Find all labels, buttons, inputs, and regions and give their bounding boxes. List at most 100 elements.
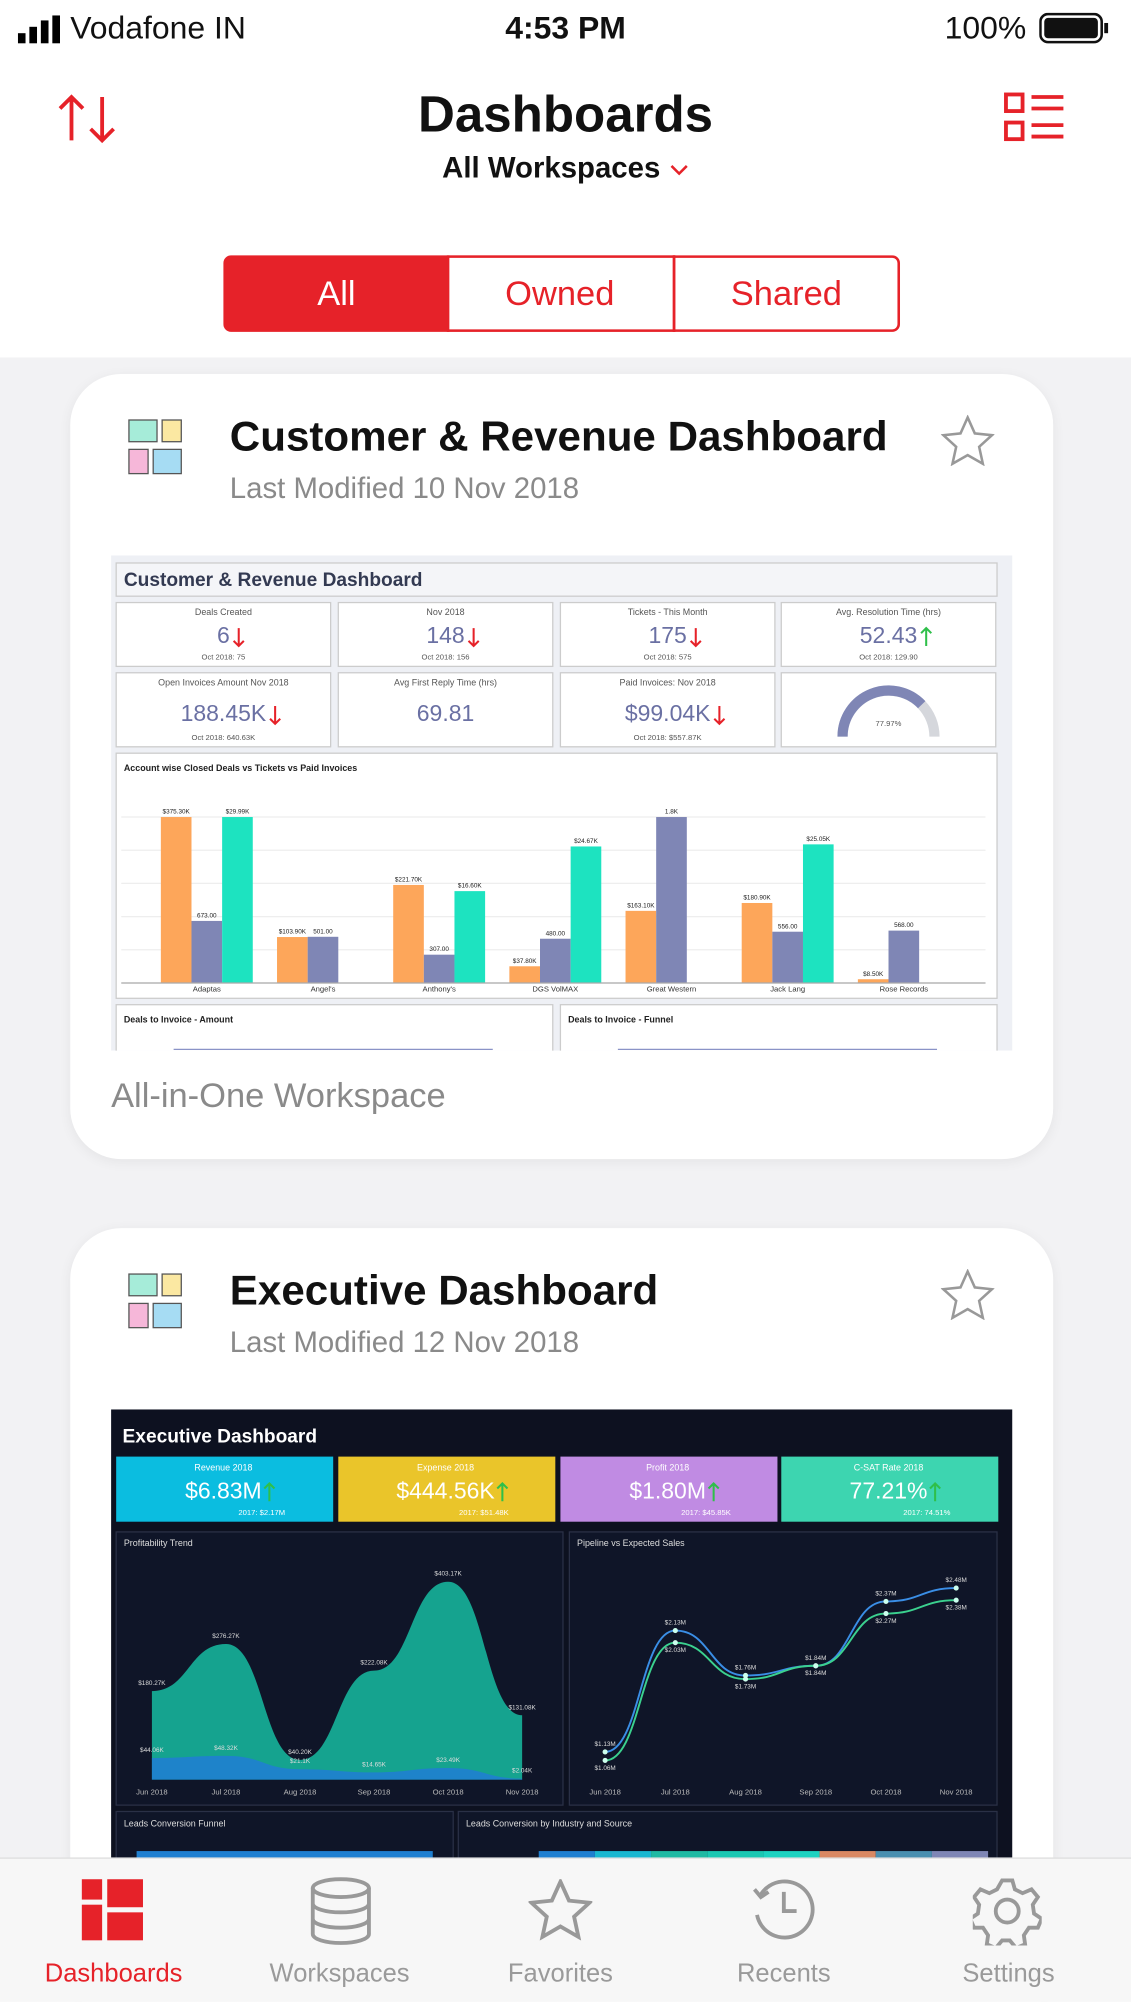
point [742, 1676, 749, 1682]
thumb-title: Customer & Revenue Dashboard [124, 570, 423, 591]
bar [277, 937, 308, 983]
bar-label: $24.67K [574, 838, 598, 845]
workspace-filter-text[interactable]: All Workspaces [442, 150, 661, 184]
bar [307, 936, 339, 983]
kpi-label: Revenue 2018 [194, 1462, 252, 1472]
tab-label[interactable]: Workspaces [269, 1959, 410, 1988]
trend-arrow [707, 1481, 720, 1502]
point-label: $1.76M [735, 1665, 756, 1672]
x-tick-label: Jun 2018 [589, 1787, 620, 1796]
point [742, 1672, 749, 1679]
kpi-compare: Oct 2018: 575 [644, 652, 692, 661]
bar [570, 846, 602, 983]
tab-label[interactable]: Dashboards [44, 1959, 183, 1988]
signal-icon [17, 15, 61, 44]
tab-label[interactable]: Settings [962, 1959, 1055, 1988]
page-title: Dashboards [417, 86, 714, 143]
tab-icon[interactable] [81, 1879, 146, 1941]
kpi-value: 69.81 [417, 700, 474, 726]
point-label: $2.13M [665, 1620, 686, 1627]
sort-button[interactable] [56, 92, 120, 146]
card-title: Executive Dashboard [229, 1266, 659, 1314]
header-bg [0, 0, 1131, 358]
kpi-value: 148 [426, 622, 464, 648]
kpi-card [560, 1456, 778, 1522]
chart-title: Leads Conversion Funnel [124, 1819, 226, 1829]
bar [509, 966, 541, 983]
bar [741, 902, 773, 983]
bar-label: $16.60K [458, 883, 482, 890]
point-label: $1.73M [735, 1683, 756, 1690]
point-label: $23.49K [436, 1757, 460, 1764]
card-modified: Last Modified 12 Nov 2018 [229, 1325, 580, 1359]
kpi-value: $444.56K [396, 1477, 495, 1503]
chart-title: Account wise Closed Deals vs Tickets vs … [124, 763, 357, 773]
point-label: $2.37M [875, 1590, 896, 1597]
tab-label[interactable]: Favorites [507, 1959, 613, 1988]
bar [656, 817, 687, 983]
tab-label[interactable]: Recents [736, 1959, 831, 1988]
bar-label: 673.00 [197, 913, 217, 920]
bar-label: $180.90K [743, 895, 771, 902]
point-label: $1.06M [594, 1765, 615, 1772]
kpi-value: 52.43 [860, 622, 917, 648]
point [953, 1585, 959, 1591]
layout-button[interactable] [1003, 92, 1067, 143]
point [602, 1749, 608, 1755]
kpi-label: Deals Created [195, 607, 252, 617]
bar-label: $375.30K [163, 809, 191, 816]
x-tick-label: Oct 2018 [433, 1787, 464, 1796]
point-label: $2.27M [875, 1618, 896, 1625]
point [883, 1598, 889, 1604]
chart-title: Deals to Invoice - Funnel [568, 1014, 673, 1024]
kpi-label: Open Invoices Amount Nov 2018 [158, 677, 288, 687]
segment-owned[interactable]: Owned [446, 255, 676, 332]
favorite-button[interactable] [940, 414, 995, 466]
kpi-compare: Oct 2018: 75 [202, 652, 246, 661]
bar [888, 930, 920, 983]
bar-label: 556.00 [778, 923, 798, 930]
kpi-label: Paid Invoices: Nov 2018 [620, 677, 716, 687]
trend-arrow [929, 1481, 941, 1502]
tab-icon[interactable] [972, 1877, 1042, 1946]
segment-all[interactable]: All [223, 255, 450, 332]
kpi-card [559, 601, 776, 668]
kpi-compare: Oct 2018: 156 [422, 652, 470, 661]
kpi-card [338, 1456, 556, 1522]
dashboard-card[interactable]: Customer & Revenue Dashboard Last Modifi… [70, 374, 1054, 1160]
dashboard-icon [128, 419, 182, 475]
point-label: $2.38M [946, 1605, 967, 1612]
point-label: $2.04K [512, 1768, 533, 1775]
favorite-button[interactable] [940, 1268, 995, 1321]
point-label: $1.84M [805, 1655, 826, 1662]
x-tick-label: Nov 2018 [506, 1787, 539, 1796]
segment-shared[interactable]: Shared [672, 255, 901, 332]
point-label: $1.84M [805, 1670, 826, 1677]
chart-title: Leads Conversion by Industry and Source [466, 1819, 632, 1829]
card-workspace: All-in-One Workspace [111, 1076, 446, 1115]
x-tick-label: Sep 2018 [358, 1787, 391, 1796]
tab-icon[interactable] [309, 1877, 373, 1946]
clock: 4:53 PM [505, 10, 626, 46]
area [151, 1755, 523, 1780]
x-tick-label: Aug 2018 [284, 1787, 317, 1796]
tab-icon[interactable] [528, 1879, 593, 1941]
bar [540, 938, 571, 983]
thumbnail: Customer & Revenue Dashboard Deals Create… [111, 555, 1013, 1051]
kpi-value: 77.21% [850, 1477, 928, 1503]
kpi-card [780, 601, 997, 668]
kpi-label: Avg First Reply Time (hrs) [394, 677, 497, 687]
kpi-value: 6 [217, 622, 230, 648]
bar [625, 910, 657, 983]
point-label: $40.20K [288, 1749, 312, 1756]
bar [222, 817, 253, 983]
tab-icon[interactable] [751, 1877, 817, 1943]
category-label: Great Western [647, 984, 697, 993]
kpi-compare: 2017: $45.85K [681, 1508, 732, 1517]
category-label: Adaptas [193, 984, 221, 993]
kpi-value: $99.04K [625, 700, 711, 726]
category-label: Jack Lang [770, 984, 805, 993]
kpi-label: Nov 2018 [426, 607, 464, 617]
kpi-card [780, 672, 997, 748]
workspace-filter[interactable]: All Workspaces [0, 151, 1131, 185]
